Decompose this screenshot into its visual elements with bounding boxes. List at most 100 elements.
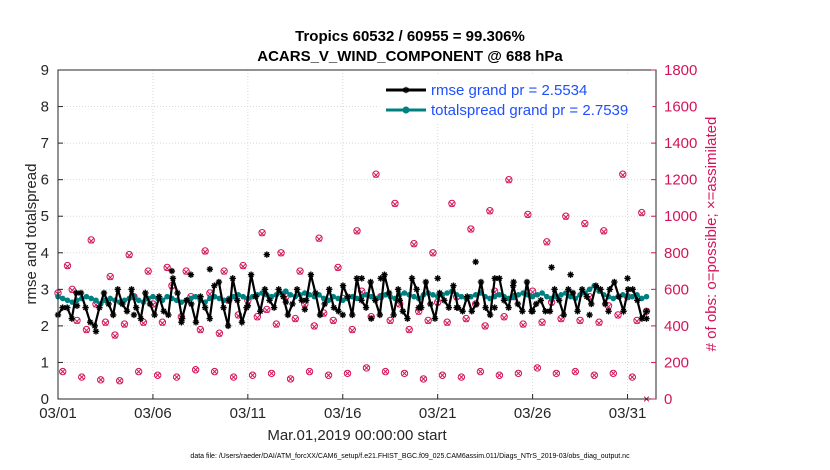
obs-possible-point — [334, 263, 342, 272]
totalspread-point — [643, 293, 650, 300]
obs-assimilated-point — [415, 309, 422, 315]
x-tick-label: 03/06 — [134, 405, 172, 422]
y-tick-label-left: 9 — [41, 62, 49, 79]
totalspread-point — [586, 286, 593, 293]
rmse-point — [284, 311, 292, 319]
rmse-point — [220, 304, 227, 311]
y-tick-label-right: 1000 — [664, 208, 697, 225]
totalspread-point — [240, 293, 246, 300]
rmse-point — [431, 315, 439, 322]
rmse-point — [588, 300, 595, 308]
totalspread-point — [458, 293, 465, 300]
y-tick-label-left: 0 — [41, 391, 49, 408]
rmse-peak-point — [624, 275, 631, 282]
rmse-point — [358, 297, 365, 304]
obs-assimilated-point — [620, 172, 626, 178]
obs-assimilated-point — [444, 320, 450, 326]
obs-possible-point — [324, 371, 333, 379]
obs-assimilated-point — [264, 307, 270, 314]
totalspread-point — [88, 295, 95, 302]
rmse-peak-point — [491, 304, 498, 311]
obs-possible-point — [82, 325, 91, 334]
obs-possible-point — [609, 369, 617, 378]
rmse-point — [215, 278, 223, 286]
x-axis-ticks: 03/01 03/06 03/11 03/16 03/21 03/26 03/31 — [39, 394, 646, 422]
legend-spread-label: totalspread grand pr = 2.7539 — [431, 102, 628, 119]
rmse-point — [436, 289, 443, 297]
rmse-peak-point — [605, 308, 612, 315]
obs-assimilated-point — [534, 365, 541, 371]
rmse-point — [169, 275, 177, 282]
rmse-point — [330, 304, 338, 311]
rmse-point — [289, 300, 296, 308]
rmse-peak-point — [358, 275, 365, 282]
y-axis-left-label: rmse and totalspread — [23, 164, 40, 305]
rmse-point — [105, 300, 112, 308]
obs-possible-point — [78, 373, 86, 381]
obs-assimilated-point — [173, 374, 180, 380]
obs-assimilated-point — [515, 370, 522, 377]
y-tick-label-left: 3 — [41, 281, 49, 298]
rmse-point — [165, 311, 172, 319]
totalspread-point — [444, 290, 450, 296]
obs-assimilated-point — [335, 265, 341, 272]
obs-assimilated-point — [496, 372, 503, 378]
y-tick-label-right: 400 — [664, 318, 689, 335]
obs-possible-point — [410, 239, 418, 248]
obs-possible-point — [448, 199, 456, 208]
obs-possible-point — [97, 376, 105, 384]
obs-assimilated-point — [615, 313, 621, 319]
obs-assimilated-point — [639, 210, 645, 217]
obs-assimilated-point — [287, 376, 294, 382]
rmse-point — [505, 304, 512, 311]
rmse-point — [211, 282, 218, 289]
y-tick-label-right: 200 — [664, 354, 689, 371]
rmse-point — [606, 286, 613, 293]
rmse-peak-point — [168, 267, 176, 275]
obs-possible-point — [543, 238, 551, 246]
obs-assimilated-point — [112, 333, 118, 339]
rmse-point — [114, 286, 121, 293]
totalspread-point — [150, 293, 156, 300]
rmse-point — [280, 293, 287, 300]
obs-possible-point — [329, 316, 337, 325]
obs-assimilated-point — [330, 318, 337, 325]
obs-assimilated-point — [392, 201, 398, 208]
rmse-point — [468, 308, 475, 315]
obs-possible-point — [462, 314, 470, 323]
rmse-point — [486, 311, 494, 319]
obs-possible-point — [234, 311, 243, 319]
rmse-point — [77, 289, 85, 297]
rmse-point — [381, 271, 388, 278]
obs-assimilated-point — [591, 372, 598, 378]
rmse-point — [312, 289, 319, 297]
obs-possible-point — [215, 329, 224, 337]
totalspread-point — [287, 292, 294, 298]
obs-assimilated-point — [216, 331, 223, 337]
rmse-point — [634, 297, 641, 304]
obs-possible-point — [315, 234, 323, 242]
rmse-point — [339, 282, 347, 289]
obs-possible-point — [576, 316, 584, 325]
obs-assimilated-point — [520, 322, 526, 328]
rmse-peak-point — [567, 271, 574, 278]
obs-assimilated-point — [539, 320, 545, 326]
obs-assimilated-point — [83, 327, 90, 334]
obs-assimilated-point — [373, 172, 379, 178]
rmse-point — [349, 311, 356, 319]
obs-assimilated-point — [387, 318, 393, 325]
obs-assimilated-point — [325, 372, 332, 378]
obs-assimilated-point — [145, 269, 151, 275]
obs-possible-point — [614, 311, 622, 319]
obs-assimilated-point — [354, 229, 360, 235]
obs-assimilated-point — [311, 324, 318, 330]
obs-assimilated-point — [458, 374, 465, 380]
rmse-point — [137, 315, 144, 322]
rmse-point — [519, 308, 526, 315]
obs-possible-point — [68, 285, 76, 294]
obs-assimilated-point — [477, 368, 484, 375]
rmse-point — [293, 286, 301, 293]
obs-possible-point — [533, 364, 542, 372]
obs-assimilated-point — [411, 241, 417, 248]
obs-assimilated-point — [482, 324, 488, 330]
